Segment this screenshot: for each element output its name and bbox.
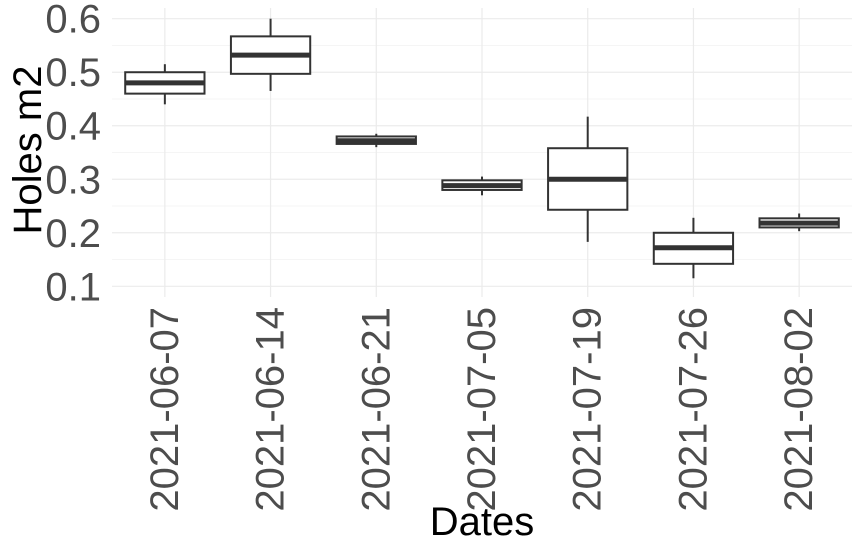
y-tick-label: 0.6 [45,0,101,42]
grid [112,8,852,297]
box-2021-07-26 [652,217,735,279]
boxes [124,18,840,279]
y-tick-label: 0.1 [45,265,101,309]
x-tick-label: 2021-07-05 [460,307,504,512]
x-tick-label: 2021-08-02 [777,307,821,512]
x-axis-title: Dates [430,500,535,544]
box-2021-06-21 [335,133,417,148]
x-tick-label: 2021-06-07 [143,307,187,512]
y-tick-label: 0.3 [45,158,101,202]
box-2021-06-07 [124,64,206,105]
y-tick-label: 0.5 [45,51,101,95]
box-2021-08-02 [758,213,840,232]
y-tick-label: 0.4 [45,105,101,149]
box-2021-06-14 [229,18,312,91]
x-axis-ticks: 2021-06-07 2021-06-14 2021-06-21 2021-07-05… [143,307,821,512]
x-tick-label: 2021-07-26 [671,307,715,512]
y-tick-label: 0.2 [45,212,101,256]
x-tick-label: 2021-06-14 [249,307,293,512]
y-axis-ticks: 0.1 0.2 0.3 0.4 0.5 0.6 [45,0,101,309]
x-tick-label: 2021-07-19 [566,307,610,512]
box-2021-07-05 [441,176,523,196]
box-2021-07-19 [547,116,629,242]
y-axis-title: Holes m2 [6,66,50,235]
x-tick-label: 2021-06-21 [354,307,398,512]
